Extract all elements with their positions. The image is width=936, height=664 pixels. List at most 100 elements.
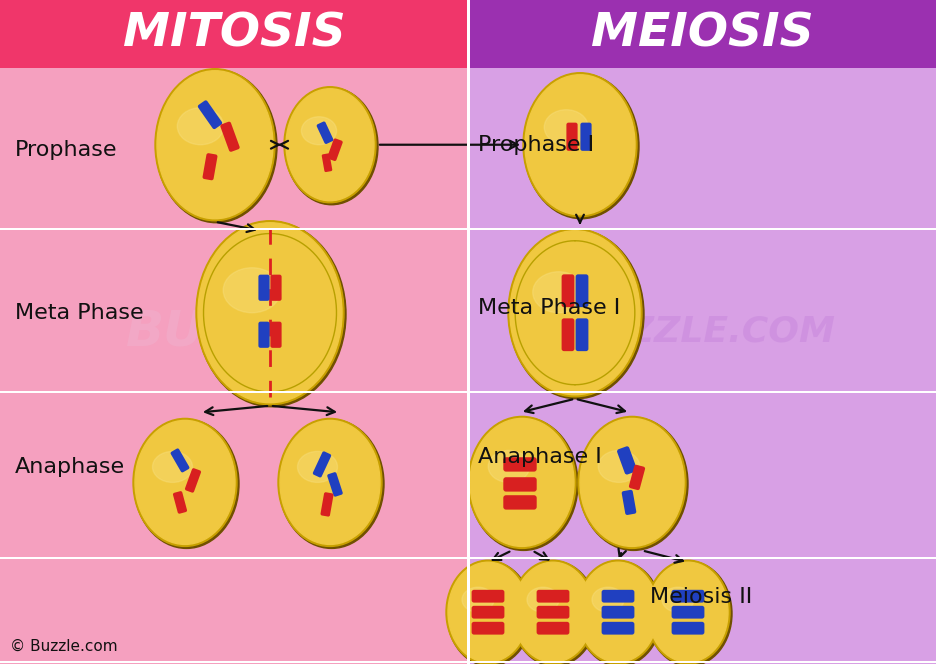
FancyBboxPatch shape — [327, 138, 343, 161]
Ellipse shape — [197, 222, 345, 407]
Text: Anaphase I: Anaphase I — [478, 448, 602, 467]
FancyBboxPatch shape — [197, 100, 222, 129]
FancyBboxPatch shape — [503, 477, 536, 491]
FancyBboxPatch shape — [616, 446, 636, 475]
FancyBboxPatch shape — [313, 452, 331, 477]
Ellipse shape — [301, 117, 336, 145]
Ellipse shape — [157, 71, 272, 218]
FancyBboxPatch shape — [320, 492, 333, 517]
FancyBboxPatch shape — [575, 274, 588, 307]
Ellipse shape — [284, 87, 375, 203]
Ellipse shape — [467, 416, 576, 548]
Bar — [0, 231, 468, 394]
Ellipse shape — [278, 418, 382, 546]
Bar — [468, 394, 936, 560]
Ellipse shape — [177, 108, 224, 145]
Bar — [467, 0, 470, 664]
FancyBboxPatch shape — [671, 622, 704, 635]
Bar — [0, 560, 468, 664]
Ellipse shape — [280, 420, 380, 544]
FancyBboxPatch shape — [621, 490, 636, 515]
FancyBboxPatch shape — [601, 606, 634, 619]
Ellipse shape — [135, 420, 235, 544]
FancyBboxPatch shape — [271, 275, 282, 301]
Ellipse shape — [446, 561, 532, 664]
Bar — [468, 231, 936, 394]
Bar — [0, 0, 468, 68]
Ellipse shape — [576, 560, 659, 664]
FancyBboxPatch shape — [503, 457, 536, 471]
FancyBboxPatch shape — [503, 495, 536, 509]
FancyBboxPatch shape — [601, 590, 634, 603]
FancyBboxPatch shape — [184, 468, 201, 493]
Ellipse shape — [512, 562, 592, 662]
Ellipse shape — [579, 418, 683, 546]
Ellipse shape — [488, 450, 529, 483]
Ellipse shape — [511, 561, 596, 664]
Ellipse shape — [509, 231, 639, 394]
Ellipse shape — [597, 450, 639, 483]
Ellipse shape — [469, 418, 578, 550]
Ellipse shape — [196, 220, 344, 405]
Text: MITOSIS: MITOSIS — [123, 12, 345, 56]
FancyBboxPatch shape — [565, 123, 577, 151]
FancyBboxPatch shape — [575, 318, 588, 351]
Text: MEIOSIS: MEIOSIS — [591, 12, 813, 56]
FancyBboxPatch shape — [202, 153, 217, 181]
Bar — [0, 68, 468, 231]
Ellipse shape — [223, 268, 281, 313]
FancyBboxPatch shape — [316, 122, 333, 144]
Text: Prophase: Prophase — [15, 139, 117, 160]
Ellipse shape — [285, 88, 377, 205]
Ellipse shape — [647, 561, 731, 664]
Ellipse shape — [508, 230, 643, 399]
FancyBboxPatch shape — [327, 472, 343, 497]
Ellipse shape — [133, 418, 237, 546]
Ellipse shape — [507, 228, 641, 397]
Ellipse shape — [522, 73, 636, 216]
Ellipse shape — [645, 560, 729, 664]
Ellipse shape — [578, 562, 657, 662]
Bar — [0, 228, 936, 230]
Ellipse shape — [197, 222, 342, 403]
FancyBboxPatch shape — [628, 465, 644, 490]
Text: © Buzzle.com: © Buzzle.com — [10, 639, 118, 653]
FancyBboxPatch shape — [471, 590, 504, 603]
FancyBboxPatch shape — [561, 318, 574, 351]
FancyBboxPatch shape — [271, 321, 282, 348]
Text: BUZZLE: BUZZLE — [125, 308, 343, 356]
FancyBboxPatch shape — [170, 448, 189, 473]
Ellipse shape — [134, 420, 239, 548]
Ellipse shape — [523, 74, 638, 218]
FancyBboxPatch shape — [671, 606, 704, 619]
FancyBboxPatch shape — [671, 590, 704, 603]
Ellipse shape — [446, 560, 530, 664]
Ellipse shape — [578, 418, 687, 550]
FancyBboxPatch shape — [258, 321, 270, 348]
Ellipse shape — [153, 452, 192, 483]
FancyBboxPatch shape — [536, 590, 569, 603]
Text: Anaphase: Anaphase — [15, 457, 125, 477]
Bar — [468, 560, 936, 664]
FancyBboxPatch shape — [321, 153, 332, 172]
Text: Meta Phase: Meta Phase — [15, 303, 143, 323]
Ellipse shape — [447, 562, 528, 662]
Text: Prophase I: Prophase I — [478, 135, 594, 155]
FancyBboxPatch shape — [601, 622, 634, 635]
FancyBboxPatch shape — [536, 606, 569, 619]
Ellipse shape — [648, 562, 727, 662]
FancyBboxPatch shape — [471, 622, 504, 635]
FancyBboxPatch shape — [258, 275, 270, 301]
Ellipse shape — [298, 452, 337, 483]
FancyBboxPatch shape — [579, 123, 591, 151]
Text: Meta Phase I: Meta Phase I — [478, 297, 620, 318]
Ellipse shape — [526, 587, 559, 612]
Ellipse shape — [285, 89, 373, 201]
Bar — [0, 394, 468, 560]
Bar — [468, 0, 936, 68]
Ellipse shape — [533, 272, 584, 313]
Ellipse shape — [470, 418, 574, 546]
FancyBboxPatch shape — [220, 122, 240, 152]
FancyBboxPatch shape — [561, 274, 574, 307]
Ellipse shape — [154, 69, 274, 220]
